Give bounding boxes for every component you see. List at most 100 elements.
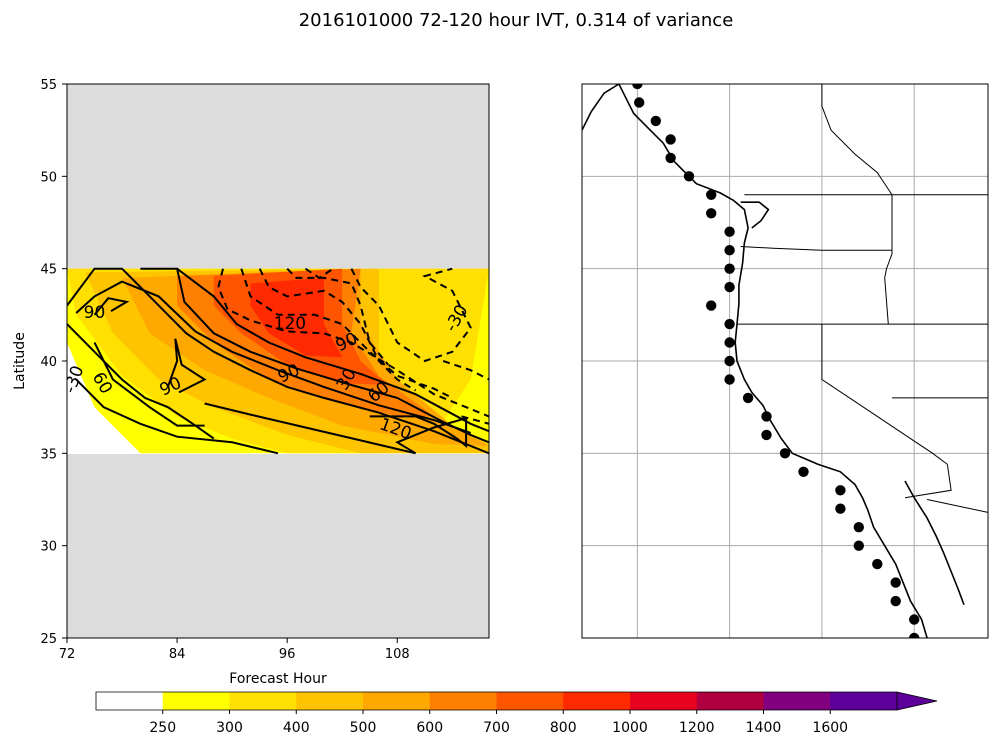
colorbar-extend-arrow <box>896 691 938 711</box>
y-tick-label-0: 25 <box>40 632 57 647</box>
landfall-point-6 <box>706 189 717 200</box>
contour-line-18 <box>461 415 489 425</box>
landfall-point-21 <box>798 466 809 477</box>
landfall-point-20 <box>779 448 791 459</box>
border-line-3 <box>884 194 893 325</box>
landfall-point-26 <box>872 558 883 570</box>
contour-line-13 <box>258 268 417 392</box>
contour-line-0 <box>67 267 489 455</box>
gulf-coast-path <box>904 480 965 606</box>
contour-line-12 <box>240 268 453 399</box>
colorbar-tick-label-7: 1000 <box>612 720 648 736</box>
contour-line-11 <box>217 268 489 418</box>
landfall-point-22 <box>835 485 846 496</box>
x-tick-label-3: 108 <box>385 647 410 662</box>
colorbar-segment-0 <box>96 692 164 710</box>
border-line-1 <box>821 84 893 196</box>
colorbar-tick-label-2: 400 <box>283 720 310 736</box>
landfall-point-10 <box>724 263 735 274</box>
x-tick-label-1: 84 <box>169 647 186 662</box>
coastline <box>582 84 965 638</box>
x-tick-label-0: 72 <box>59 647 76 662</box>
colorbar-tick-label-1: 300 <box>216 720 243 736</box>
landfall-point-3 <box>665 134 676 145</box>
landfall-point-13 <box>724 318 735 330</box>
border-line-5 <box>821 324 948 465</box>
landfall-point-18 <box>761 411 772 422</box>
colorbar-tick-label-0: 250 <box>149 720 176 736</box>
contour-line-7 <box>166 338 207 394</box>
colorbar-tick-label-9: 1400 <box>746 720 782 736</box>
colorbar-tick-label-10: 1600 <box>812 720 848 736</box>
contour-line-9 <box>369 415 468 455</box>
landfall-point-23 <box>835 503 846 514</box>
landfall-point-14 <box>724 337 735 348</box>
colorbar-tick-label-3: 500 <box>350 720 377 736</box>
contour-line-3 <box>140 267 489 444</box>
border-line-6 <box>904 464 952 499</box>
landfall-point-30 <box>909 632 920 638</box>
landfall-point-7 <box>706 208 717 219</box>
landfall-point-2 <box>650 115 661 127</box>
landfall-point-29 <box>909 614 920 625</box>
landfall-point-25 <box>853 540 864 551</box>
puget-sound-path <box>740 201 770 229</box>
landfall-point-28 <box>890 595 901 607</box>
ivt-contour-lines <box>67 267 489 455</box>
landfall-points <box>632 84 920 638</box>
figure-title: 2016101000 72-120 hour IVT, 0.314 of var… <box>299 10 734 31</box>
contour-line-15 <box>304 267 334 280</box>
colorbar-segment-10 <box>763 692 831 710</box>
landfall-point-17 <box>742 392 754 404</box>
contour-line-14 <box>286 267 389 366</box>
landfall-point-16 <box>724 374 735 385</box>
contour-line-17 <box>442 360 489 381</box>
y-tick-label-5: 50 <box>40 170 57 185</box>
landfall-point-8 <box>724 226 735 237</box>
state-borders <box>737 84 988 513</box>
colorbar: 250 300 400 500 600 700 800 1000 1200 1400 1600 <box>95 691 938 736</box>
x-tick-label-2: 96 <box>279 647 296 662</box>
landfall-point-19 <box>761 429 772 441</box>
landfall-point-24 <box>853 522 864 533</box>
contour-line-16 <box>350 267 472 363</box>
colorbar-segment-11 <box>830 692 898 710</box>
map-panel <box>581 83 989 639</box>
landfall-point-5 <box>683 171 695 182</box>
y-tick-label-2: 35 <box>40 447 57 462</box>
colorbar-segment-8 <box>630 692 698 710</box>
contour-line-2 <box>93 297 130 316</box>
landfall-point-27 <box>890 577 901 588</box>
contour-line-6 <box>93 342 205 427</box>
landfall-point-0 <box>632 84 643 90</box>
y-axis: 25 30 35 40 45 50 55 <box>40 78 67 647</box>
colorbar-segment-5 <box>429 692 497 710</box>
contour-line-10 <box>204 402 416 455</box>
contour-label-4: 120 <box>274 314 306 334</box>
y-tick-label-3: 40 <box>40 355 57 370</box>
landfall-point-9 <box>724 245 735 256</box>
landfall-point-4 <box>665 152 676 164</box>
y-tick-label-6: 55 <box>40 78 57 93</box>
colorbar-segment-4 <box>363 692 431 710</box>
colorbar-tick-label-4: 600 <box>416 720 443 736</box>
colorbar-segment-2 <box>229 692 297 710</box>
landfall-point-1 <box>634 97 645 108</box>
colorbar-segment-9 <box>696 692 764 710</box>
colorbar-tick-label-5: 700 <box>483 720 510 736</box>
border-line-7 <box>926 499 988 513</box>
border-line-2 <box>740 246 892 251</box>
colorbar-segment-7 <box>563 692 631 710</box>
coastline-path <box>582 84 928 638</box>
landfall-point-11 <box>724 281 735 293</box>
colorbar-tick-label-8: 1200 <box>679 720 715 736</box>
y-tick-label-4: 45 <box>40 263 57 278</box>
x-axis: 72 84 96 108 <box>59 638 410 662</box>
y-tick-label-1: 30 <box>40 540 57 555</box>
landfall-point-15 <box>724 355 735 367</box>
colorbar-segment-3 <box>296 692 364 710</box>
y-axis-label: Latitude <box>12 332 28 390</box>
contour-line-8 <box>75 378 279 455</box>
ivt-fill-6 <box>250 277 343 358</box>
